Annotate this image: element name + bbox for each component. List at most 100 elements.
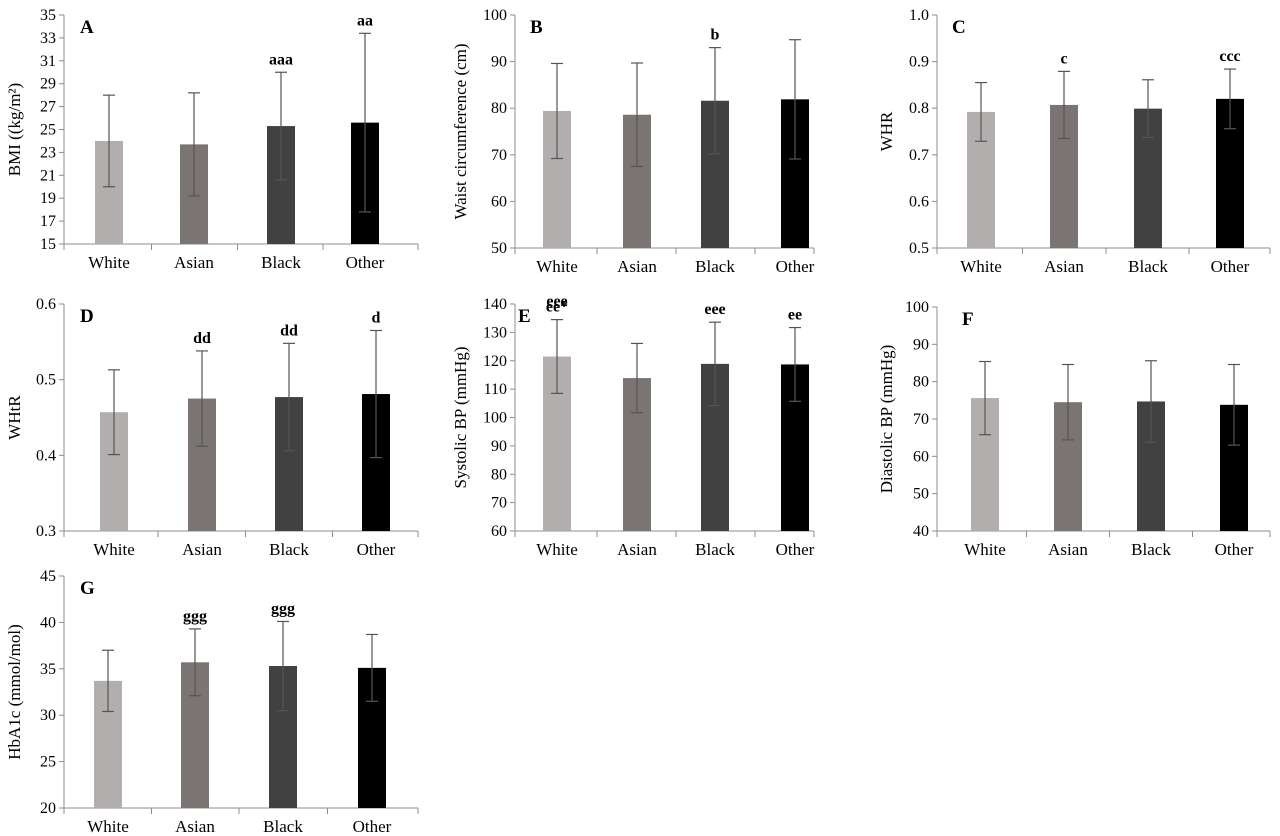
panel-b-y-tick-label: 60: [491, 193, 507, 210]
panel-g-letter: G: [80, 578, 95, 599]
panel-f-y-tick-label: 90: [913, 336, 929, 353]
panel-b-category-label: Other: [776, 257, 815, 276]
panel-b-category-label: White: [536, 257, 578, 276]
panel-c-error-bar-other: [1224, 68, 1236, 130]
panel-e-annotation-other: ee: [788, 307, 802, 324]
panel-c-annotation-other: ccc: [1219, 48, 1240, 65]
panel-a-y-axis-label: BMI ((kg/m²): [5, 83, 24, 176]
panel-f-y-tick-label: 40: [913, 523, 929, 540]
panel-b-letter: B: [530, 17, 543, 38]
panel-a-y-tick-label: 21: [40, 167, 56, 184]
panel-g-y-axis-label: HbA1c (mmol/mol): [5, 624, 24, 760]
panel-a-category-label: Black: [261, 253, 301, 272]
panel-b-error-bar-black: [709, 47, 721, 155]
panel-f-y-axis-label: Diastolic BP (mmHg): [877, 345, 896, 494]
panel-f-letter: F: [962, 309, 974, 330]
panel-a-annotation-black: aaa: [269, 51, 293, 68]
panel-d-error-bar-other: [370, 329, 382, 459]
panel-f-category-label: Black: [1131, 540, 1171, 559]
panel-e-annotation-black: eee: [704, 301, 725, 318]
panel-a-error-bar-other: [359, 32, 371, 213]
panel-d-y-tick-label: 0.5: [36, 372, 56, 389]
panel-d-annotation-asian: dd: [193, 330, 211, 347]
panel-d-annotation-black: dd: [280, 322, 298, 339]
panel-c-y-axis-label: WHR: [877, 111, 896, 151]
panel-d-error-bar-black: [283, 342, 295, 452]
panel-d-category-label: White: [93, 540, 135, 559]
panel-a-letter: A: [80, 17, 94, 38]
panel-e-error-bar-white: [551, 319, 563, 394]
panel-c-y-tick-label: 1.0: [909, 7, 929, 24]
panel-e-y-tick-label: 90: [491, 438, 507, 455]
panel-c-y-tick-label: 0.8: [909, 100, 929, 117]
panel-c-annotation-asian: c: [1060, 50, 1067, 67]
panel-g-annotation-black: ggg: [271, 600, 295, 617]
panel-g-error-bar-other: [366, 633, 378, 702]
panel-a-y-tick-label: 31: [40, 53, 56, 70]
panel-c-error-bar-asian: [1058, 70, 1070, 140]
panel-b-annotation-black: b: [711, 27, 720, 44]
panel-d-y-tick-label: 0.6: [36, 296, 56, 313]
panel-b: 50 60 70 80 90 100 White Asian b Black Other Waist …: [451, 7, 815, 276]
panel-d-error-bar-white: [108, 369, 120, 456]
panel-d-category-label: Other: [357, 540, 396, 559]
panel-d-category-label: Asian: [182, 540, 222, 559]
panel-g: 20 25 30 35 40 45 White ggg Asian ggg Black Other Hb…: [5, 568, 419, 836]
panel-a-y-tick-label: 19: [40, 190, 56, 207]
panel-g-category-label: Other: [353, 817, 392, 836]
panel-e-category-label: White: [536, 540, 578, 559]
panel-e-category-label: Asian: [617, 540, 657, 559]
panel-f-category-label: Other: [1215, 540, 1254, 559]
panel-c-error-bar-black: [1142, 79, 1154, 139]
panel-b-category-label: Asian: [617, 257, 657, 276]
panel-f-y-tick-label: 80: [913, 374, 929, 391]
panel-d-annotation-other: d: [372, 309, 381, 326]
panel-a-category-label: Asian: [174, 253, 214, 272]
panel-e-y-tick-label: 60: [491, 523, 507, 540]
panel-g-annotation-asian: ggg: [183, 608, 207, 625]
panel-d-y-tick-label: 0.4: [36, 447, 56, 464]
panel-a-y-tick-label: 17: [40, 213, 56, 230]
panel-g-error-bar-black: [277, 620, 289, 712]
panel-f: 40 50 60 70 80 90 100 White Asian Black Other Diast…: [877, 299, 1271, 559]
panel-f-category-label: White: [964, 540, 1006, 559]
panel-a-y-tick-label: 15: [40, 236, 56, 253]
panel-f-y-tick-label: 70: [913, 411, 929, 428]
panel-c-category-label: Other: [1211, 257, 1250, 276]
panel-e-category-label: Other: [776, 540, 815, 559]
panel-a-error-bar-white: [103, 94, 115, 188]
panel-b-y-tick-label: 90: [491, 54, 507, 71]
panel-a-y-tick-label: 23: [40, 144, 56, 161]
panel-c-y-tick-label: 0.7: [909, 147, 929, 164]
panel-e-y-tick-label: 100: [483, 410, 507, 427]
panel-b-category-label: Black: [695, 257, 735, 276]
panel-c-letter: C: [952, 17, 966, 38]
panel-b-y-tick-label: 80: [491, 100, 507, 117]
panel-e-y-tick-label: 70: [491, 495, 507, 512]
panel-g-y-tick-label: 30: [40, 707, 56, 724]
panel-c: 0.5 0.6 0.7 0.8 0.9 1.0 White c Asian Black ccc Oth…: [877, 7, 1271, 276]
panel-b-error-bar-other: [789, 39, 801, 160]
panel-g-y-tick-label: 40: [40, 614, 56, 631]
panel-a-y-tick-label: 33: [40, 30, 56, 47]
panel-f-error-bar-white: [979, 360, 991, 436]
panel-c-category-label: White: [960, 257, 1002, 276]
panel-a-category-label: Other: [346, 253, 385, 272]
panel-a-y-tick-label: 27: [40, 99, 56, 116]
panel-e-error-bar-black: [709, 321, 721, 407]
panel-f-y-tick-label: 60: [913, 448, 929, 465]
panel-f-error-bar-asian: [1062, 363, 1074, 441]
panel-a-error-bar-asian: [188, 92, 200, 197]
panel-d-error-bar-asian: [196, 350, 208, 447]
panel-e-y-tick-label: 130: [483, 324, 507, 341]
panel-a-category-label: White: [88, 253, 130, 272]
panel-d-category-label: Black: [269, 540, 309, 559]
panel-b-y-tick-label: 50: [491, 240, 507, 257]
panel-f-error-bar-black: [1145, 360, 1157, 443]
panel-g-category-label: Asian: [175, 817, 215, 836]
panel-c-category-label: Black: [1128, 257, 1168, 276]
panel-d-letter: D: [80, 306, 94, 327]
panel-g-y-tick-label: 45: [40, 568, 56, 585]
